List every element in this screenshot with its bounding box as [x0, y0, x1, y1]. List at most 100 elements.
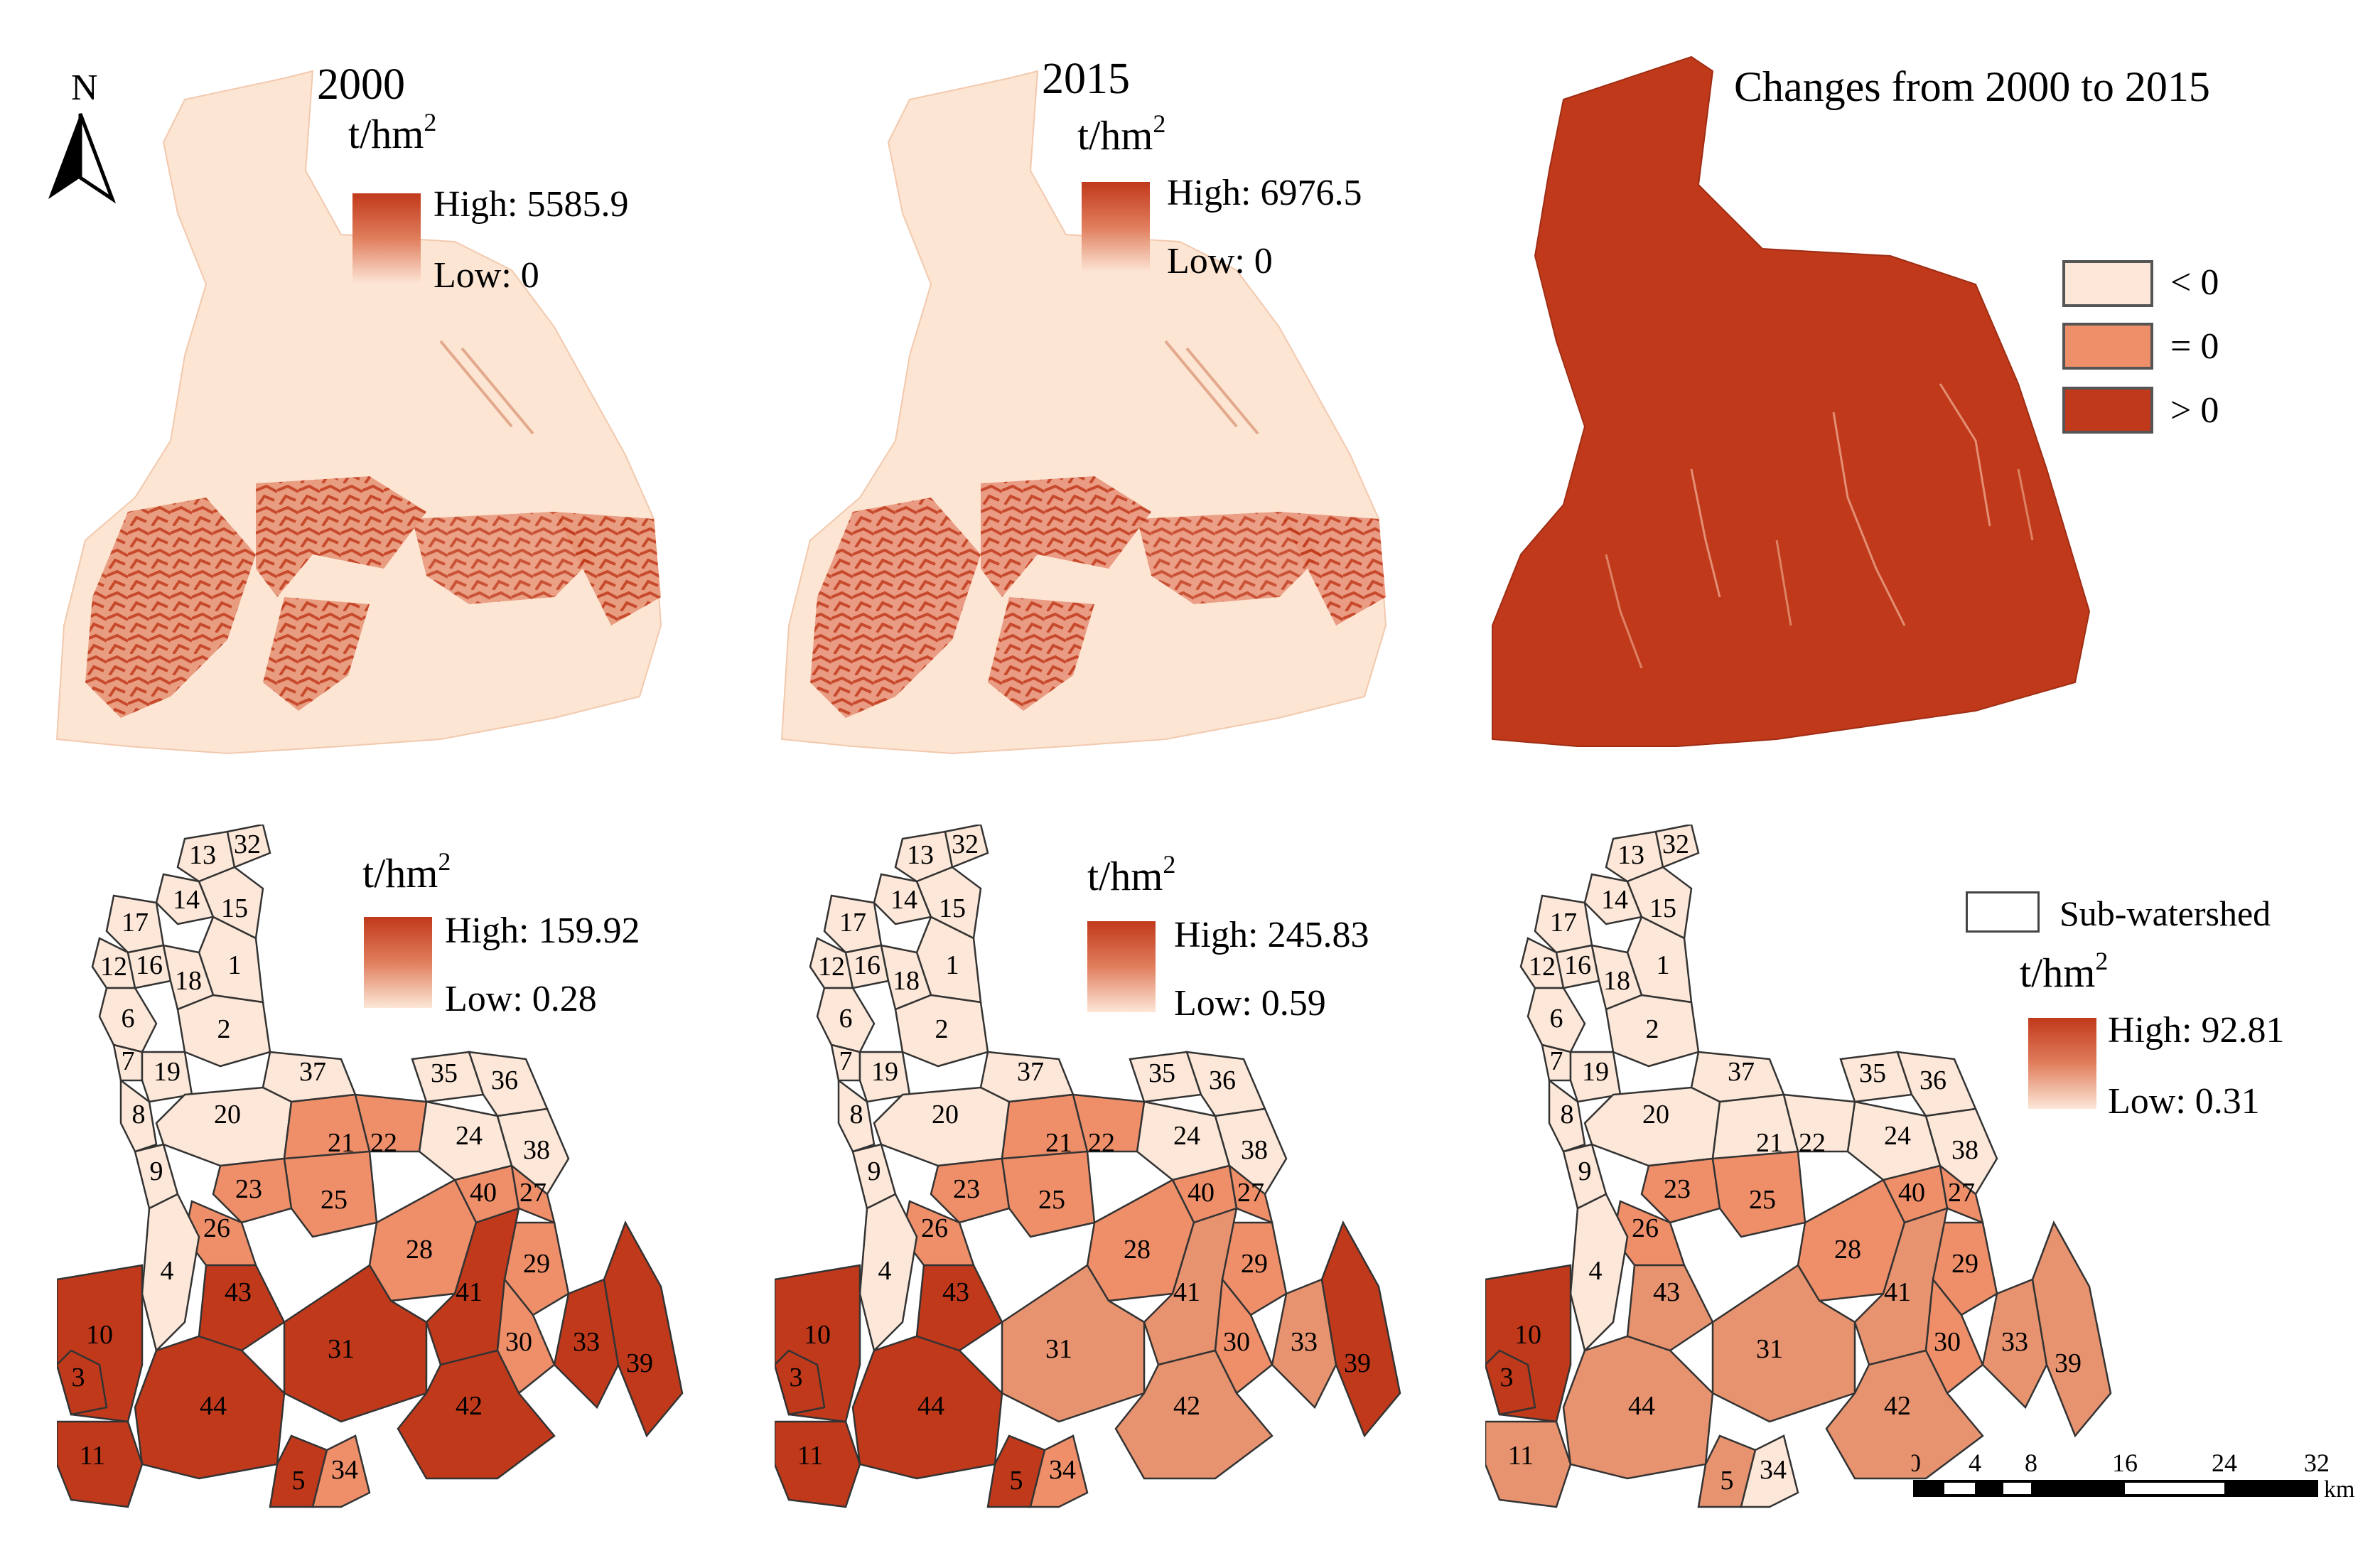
subwatershed-label-12: 12	[818, 952, 845, 982]
subwatershed-label-28: 28	[1834, 1235, 1861, 1265]
subwatershed-label-27: 27	[519, 1178, 546, 1208]
title-2000: 2000	[317, 60, 405, 109]
erosion-map-2015	[780, 70, 1387, 755]
subwatershed-label-7: 7	[1550, 1046, 1563, 1076]
subwatershed-label-22: 22	[370, 1128, 397, 1158]
subwatershed-polygon-32	[1654, 823, 1700, 869]
subwatershed-label-28: 28	[1124, 1235, 1151, 1265]
subwatershed-label-29: 29	[523, 1249, 550, 1279]
legend-low-bottom-2015: Low: 0.59	[1174, 983, 1326, 1024]
scale-tick-24: 24	[2212, 1449, 2237, 1477]
legend-label-less: < 0	[2170, 262, 2219, 303]
subwatershed-polygon-43	[915, 1264, 1003, 1352]
subwatershed-label-43: 43	[225, 1277, 252, 1307]
subwatershed-label-29: 29	[1241, 1249, 1268, 1279]
map-panel-changes	[1478, 43, 2118, 768]
subwatershed-label-35: 35	[1859, 1058, 1886, 1088]
subwatershed-label-30: 30	[505, 1327, 532, 1357]
subwatershed-label-21: 21	[1756, 1128, 1783, 1158]
subwatershed-label-40: 40	[1188, 1178, 1215, 1208]
erosion-map-2000	[55, 70, 662, 755]
subwatershed-label-18: 18	[175, 966, 202, 996]
subwatershed-label-39: 39	[2055, 1348, 2082, 1378]
subwatershed-map-2015: 13 32 14 15 17 12 16 1 18 6 2 7 19 37 35 36 8 20 24 21 22 38 9…	[773, 823, 1414, 1521]
subwatershed-label-40: 40	[1898, 1178, 1925, 1208]
subwatershed-polygon-38	[1214, 1107, 1288, 1196]
legend-high-bottom-changes: High: 92.81	[2108, 1010, 2285, 1051]
subwatershed-label-13: 13	[189, 840, 216, 870]
subwatershed-polygon-43	[198, 1264, 286, 1352]
subwatershed-label-9: 9	[1578, 1156, 1592, 1186]
legend-gradient-bottom-2015	[1087, 921, 1156, 1012]
subwatershed-label-39: 39	[1344, 1348, 1371, 1378]
subwatershed-label-12: 12	[100, 952, 127, 982]
unit-text: t/hm	[1077, 112, 1153, 159]
subwatershed-polygon-32	[944, 823, 989, 869]
unit-sup: 2	[424, 108, 437, 136]
subwatershed-label-38: 38	[1951, 1135, 1978, 1165]
subwatershed-label-26: 26	[1632, 1213, 1659, 1243]
subwatershed-label-15: 15	[1649, 893, 1676, 923]
title-changes: Changes from 2000 to 2015	[1734, 63, 2210, 110]
map-panel-2015	[768, 57, 1407, 768]
legend-gradient-2000	[352, 193, 421, 284]
subwatershed-label-10: 10	[804, 1320, 831, 1350]
subwatershed-map-changes: 13 32 14 15 17 12 16 1 18 6 2 7 19 37 35 36 8 20 24 21 22 38 9…	[1484, 823, 2125, 1521]
subwatershed-label-16: 16	[136, 950, 163, 980]
unit-label-bottom-2015: t/hm2	[1087, 852, 1175, 899]
subwatershed-label-2: 2	[217, 1014, 231, 1044]
subwatershed-label-44: 44	[917, 1391, 944, 1421]
subwatershed-label-31: 31	[328, 1334, 355, 1364]
subwatershed-label-17: 17	[122, 908, 149, 938]
subwatershed-polygon-14	[155, 873, 215, 925]
subwatershed-label-40: 40	[470, 1178, 497, 1208]
subwatershed-label-32: 32	[234, 830, 261, 859]
subwatershed-label-35: 35	[1148, 1058, 1175, 1088]
subwatershed-polygon-38	[1924, 1107, 1998, 1196]
subwatershed-label-31: 31	[1045, 1334, 1072, 1364]
legend-low-2000: Low: 0	[434, 255, 539, 296]
subwatershed-label-18: 18	[893, 966, 920, 996]
legend-gradient-bottom-changes	[2028, 1018, 2096, 1109]
subwatershed-polygon-32	[226, 823, 271, 869]
subwatershed-label-36: 36	[1919, 1065, 1946, 1095]
subwatershed-label-10: 10	[86, 1320, 113, 1350]
subwatershed-label-13: 13	[1617, 840, 1644, 870]
subwatershed-label-11: 11	[1508, 1441, 1534, 1471]
legend-subwatershed-label: Sub-watershed	[2059, 893, 2271, 933]
subwatershed-polygon-23	[212, 1157, 293, 1224]
subwatershed-polygon-42	[397, 1349, 556, 1480]
subwatershed-label-7: 7	[839, 1046, 853, 1076]
subwatershed-label-15: 15	[221, 893, 248, 923]
subwatershed-label-37: 37	[1017, 1057, 1044, 1087]
subwatershed-label-19: 19	[154, 1057, 181, 1087]
subwatershed-label-29: 29	[1951, 1249, 1978, 1279]
subwatershed-map-2000: 13 32 14 15 17 12 16 1 18 6 2 7 19 37 35 36 8 20 24 21 22 38 9…	[55, 823, 696, 1521]
subwatershed-label-17: 17	[1550, 908, 1577, 938]
subwatershed-polygon-23	[930, 1157, 1011, 1224]
subwatershed-label-34: 34	[331, 1455, 358, 1485]
subwatershed-label-17: 17	[839, 908, 866, 938]
subwatershed-polygon-19	[1569, 1051, 1622, 1103]
map-panel-2000	[43, 57, 682, 768]
subwatershed-label-33: 33	[1291, 1327, 1318, 1357]
subwatershed-label-41: 41	[1884, 1277, 1911, 1307]
subwatershed-label-1: 1	[228, 950, 242, 980]
subwatershed-label-30: 30	[1934, 1327, 1961, 1357]
title-2015: 2015	[1042, 55, 1130, 103]
subwatershed-polygon-11	[1484, 1420, 1572, 1508]
subwatershed-label-26: 26	[203, 1213, 230, 1243]
subwatershed-label-24: 24	[1884, 1121, 1911, 1151]
subwatershed-label-6: 6	[1550, 1004, 1563, 1034]
unit-text: t/hm	[362, 850, 438, 896]
subwatershed-label-18: 18	[1603, 966, 1630, 996]
subwatershed-label-36: 36	[491, 1065, 518, 1095]
subwatershed-label-15: 15	[939, 893, 966, 923]
unit-text: t/hm	[1087, 853, 1163, 899]
subwatershed-label-25: 25	[321, 1185, 348, 1215]
subwatershed-label-43: 43	[1653, 1277, 1680, 1307]
subwatershed-polygon-19	[141, 1051, 193, 1103]
subwatershed-polygon-42	[1825, 1349, 1984, 1480]
subwatershed-label-3: 3	[790, 1363, 803, 1392]
subwatershed-label-32: 32	[952, 830, 979, 859]
